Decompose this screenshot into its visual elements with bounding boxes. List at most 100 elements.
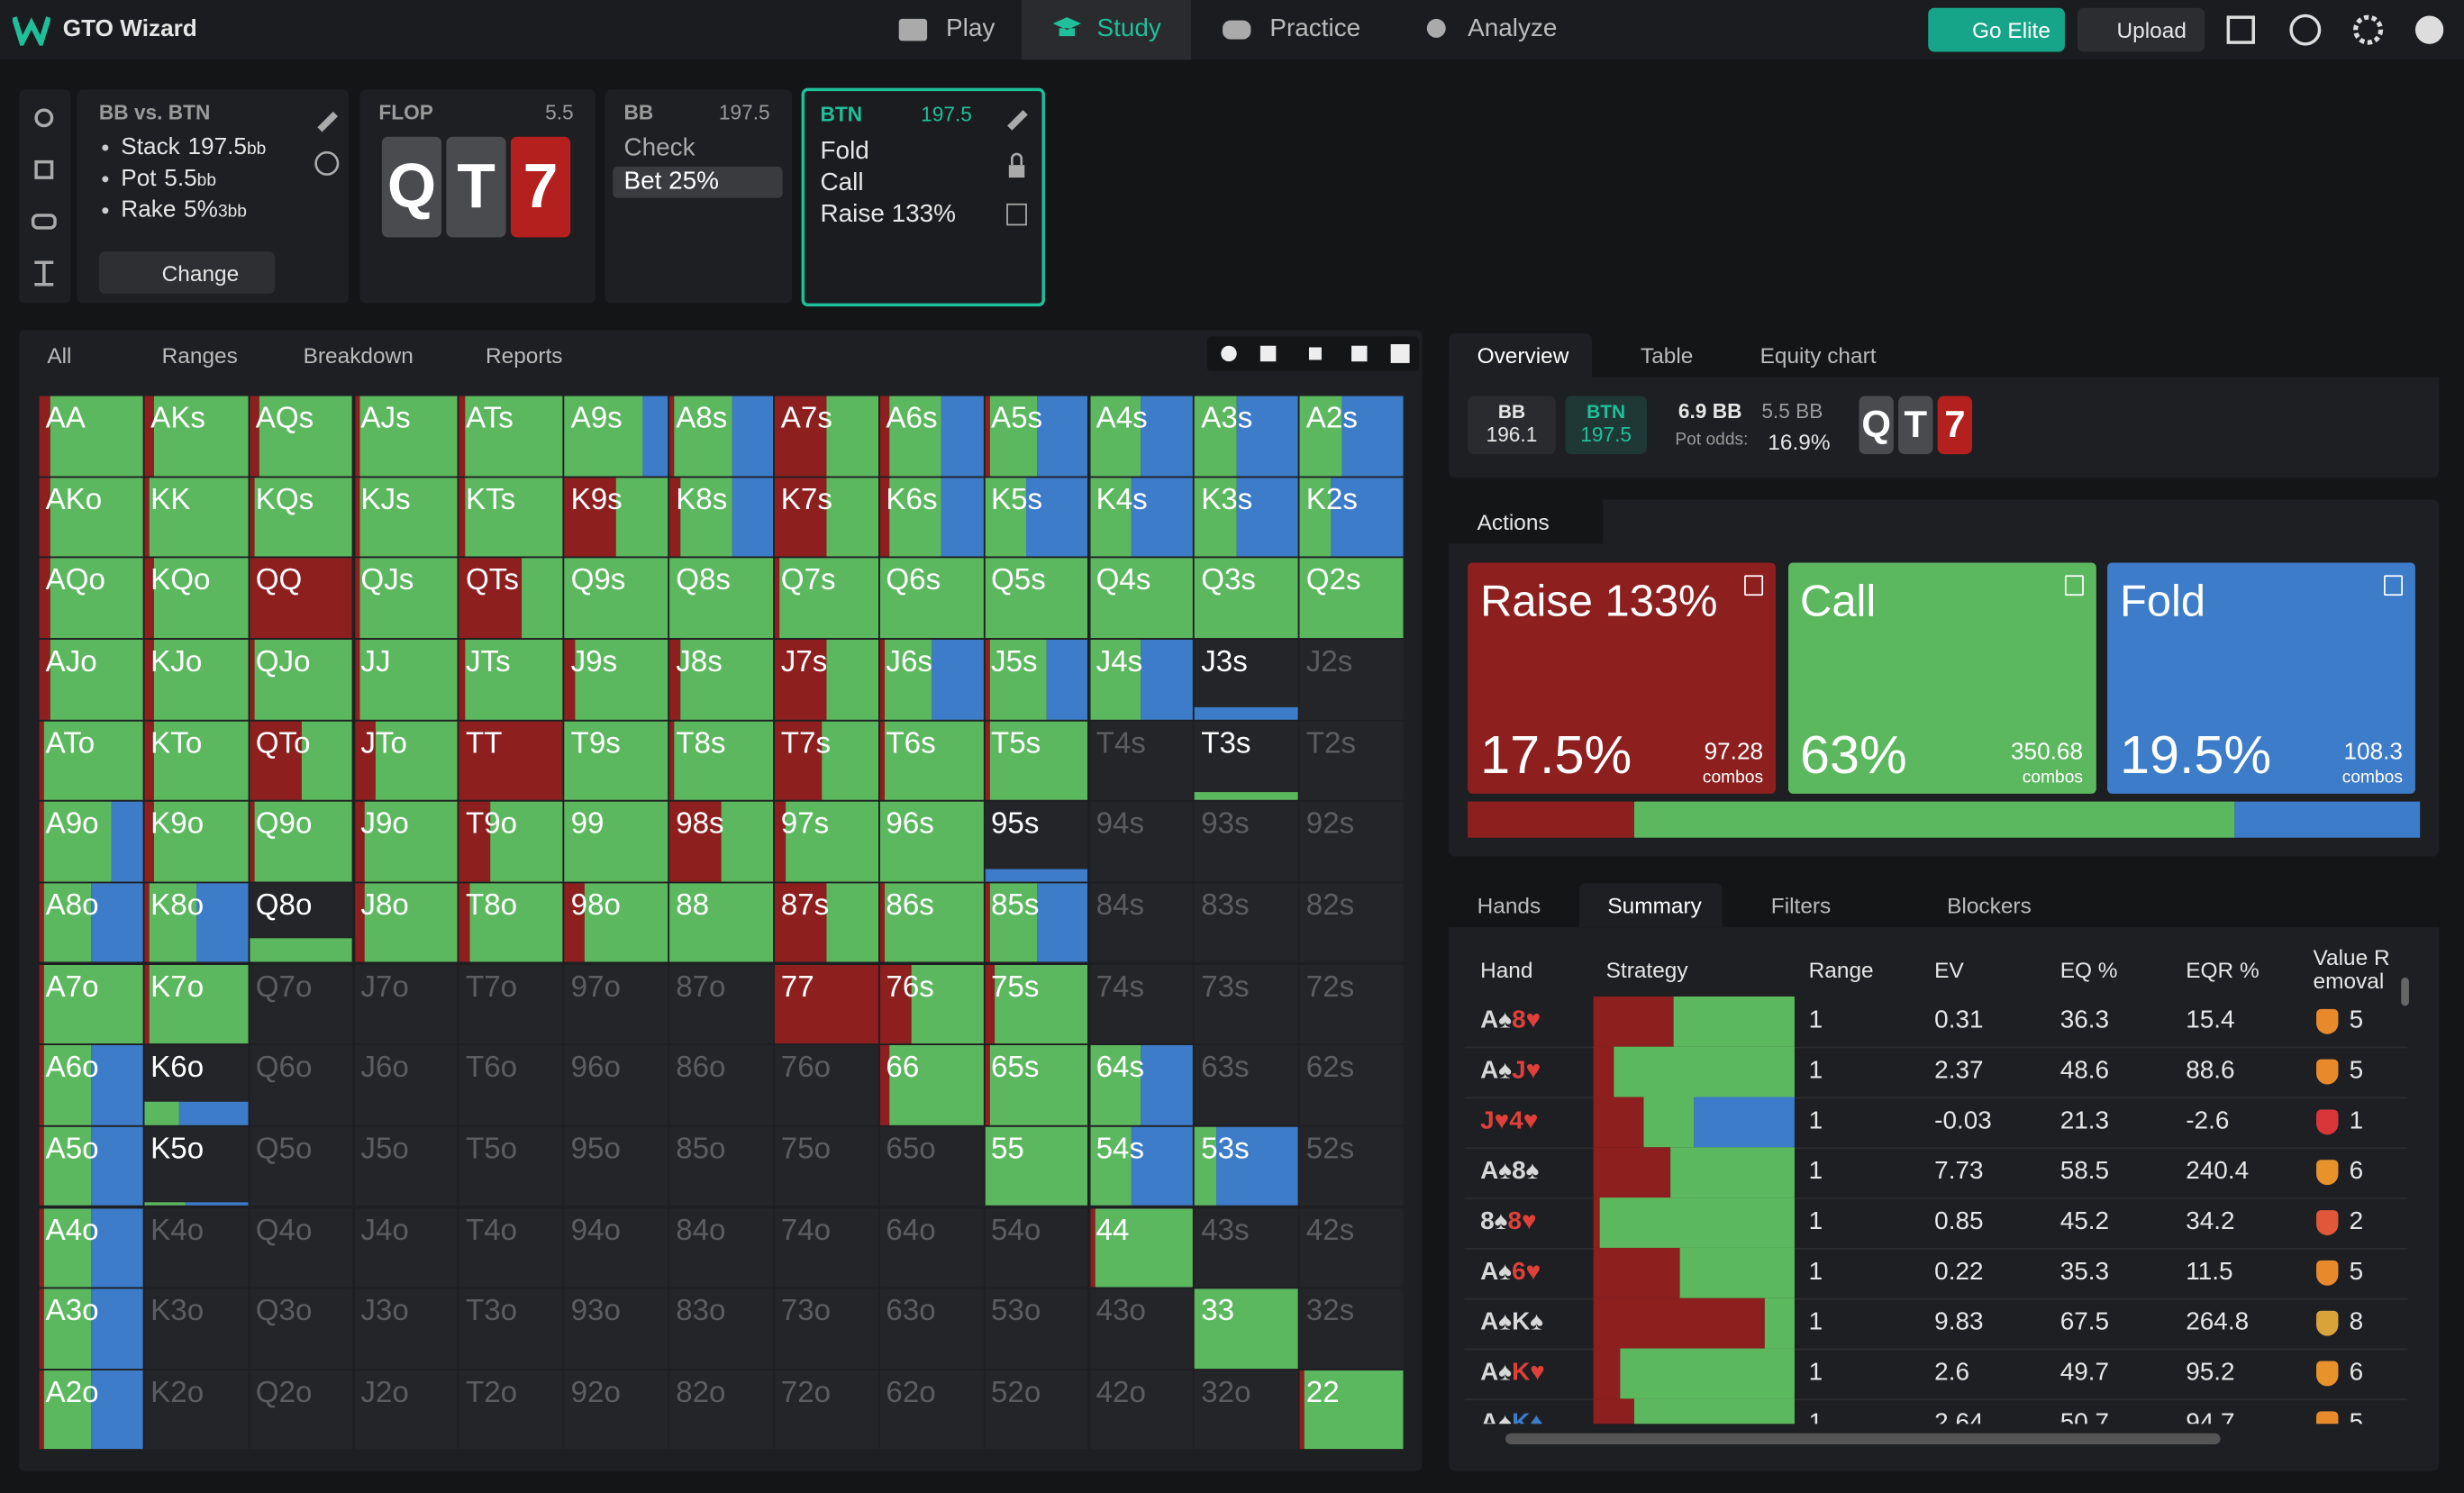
hand-cell[interactable]: 65s <box>985 1045 1088 1125</box>
hand-cell[interactable]: Q4s <box>1089 558 1194 638</box>
hand-cell[interactable]: Q3s <box>1195 558 1299 638</box>
hand-cell[interactable]: J6o <box>354 1045 459 1125</box>
actions-tab[interactable]: Actions <box>1449 499 1604 544</box>
hand-cell[interactable]: QTs <box>459 558 563 638</box>
hand-cell[interactable]: K3s <box>1195 477 1299 557</box>
hand-cell[interactable]: T7s <box>774 720 878 801</box>
hand-cell[interactable]: A9s <box>564 396 668 476</box>
hand-cell[interactable]: 74o <box>774 1207 878 1288</box>
hand-cell[interactable]: K4o <box>144 1207 248 1288</box>
change-button[interactable]: Change <box>98 251 276 295</box>
hand-cell[interactable]: QTo <box>249 720 353 801</box>
hand-cell[interactable]: A7o <box>39 964 143 1044</box>
hand-cell[interactable]: A6o <box>39 1045 143 1125</box>
hand-cell[interactable]: K4s <box>1089 477 1194 557</box>
hand-cell[interactable]: 33 <box>1195 1288 1299 1369</box>
nav-item[interactable]: Play <box>946 15 996 43</box>
hand-cell[interactable]: 62o <box>879 1370 984 1450</box>
table-row[interactable]: A♠K♠ 1 9.83 67.5 264.8 8 <box>1464 1297 2408 1351</box>
hand-cell[interactable]: QQ <box>249 558 353 638</box>
upload-button[interactable]: Upload <box>2077 7 2205 52</box>
hand-cell[interactable]: 53s <box>1195 1126 1299 1206</box>
hand-cell[interactable]: 54o <box>985 1207 1088 1288</box>
hand-cell[interactable]: A5o <box>39 1126 143 1206</box>
tab[interactable]: Table <box>1641 342 1694 369</box>
table-row[interactable]: A♠J♥ 1 2.37 48.6 88.6 5 <box>1464 1046 2408 1099</box>
hand-cell[interactable]: T2o <box>459 1370 563 1450</box>
hand-cell[interactable]: 94o <box>564 1207 668 1288</box>
hand-cell[interactable]: J8s <box>669 639 773 720</box>
hand-cell[interactable]: T6o <box>459 1045 563 1125</box>
hand-cell[interactable]: QJo <box>249 639 353 720</box>
tab[interactable]: Hands <box>1477 892 1541 918</box>
hand-cell[interactable]: 72s <box>1299 964 1404 1044</box>
hand-cell[interactable]: T5o <box>459 1126 563 1206</box>
hand-cell[interactable]: K3o <box>144 1288 248 1369</box>
hand-cell[interactable]: 77 <box>774 964 878 1044</box>
hand-cell[interactable]: AKo <box>39 477 143 557</box>
hand-cell[interactable]: TT <box>459 720 563 801</box>
hand-cell[interactable]: K2s <box>1299 477 1404 557</box>
hand-cell[interactable]: 55 <box>985 1126 1088 1206</box>
hand-cell[interactable]: Q7s <box>774 558 878 638</box>
nav-item[interactable]: Analyze <box>1468 15 1558 43</box>
hand-cell[interactable]: J9o <box>354 802 459 882</box>
hand-cell[interactable]: 83s <box>1195 883 1299 963</box>
nav-item[interactable]: Practice <box>1269 15 1361 43</box>
btn-action[interactable]: Raise 133% <box>820 201 957 228</box>
scrollbar-v[interactable] <box>2401 977 2409 1006</box>
hand-cell[interactable]: KK <box>144 477 248 557</box>
hand-cell[interactable]: 43o <box>1089 1288 1194 1369</box>
hand-cell[interactable]: 92s <box>1299 802 1404 882</box>
hand-cell[interactable]: 66 <box>879 1045 984 1125</box>
hand-cell[interactable]: 99 <box>564 802 668 882</box>
hand-cell[interactable]: Q8o <box>249 883 353 963</box>
hand-cell[interactable]: QJs <box>354 558 459 638</box>
hand-cell[interactable]: J4s <box>1089 639 1194 720</box>
tab[interactable]: Reports <box>485 342 563 369</box>
hand-cell[interactable]: T9o <box>459 802 563 882</box>
hand-cell[interactable]: K2o <box>144 1370 248 1450</box>
tab[interactable]: Blockers <box>1947 892 2032 918</box>
hand-cell[interactable]: 98s <box>669 802 773 882</box>
hand-cell[interactable]: A2o <box>39 1370 143 1450</box>
hand-cell[interactable]: Q9s <box>564 558 668 638</box>
hand-cell[interactable]: T7o <box>459 964 563 1044</box>
hand-cell[interactable]: 64o <box>879 1207 984 1288</box>
hand-cell[interactable]: Q2s <box>1299 558 1404 638</box>
hand-cell[interactable]: Q5s <box>985 558 1088 638</box>
hand-cell[interactable]: 93o <box>564 1288 668 1369</box>
hand-cell[interactable]: Q9o <box>249 802 353 882</box>
hand-cell[interactable]: JJ <box>354 639 459 720</box>
hand-cell[interactable]: 22 <box>1299 1370 1404 1450</box>
table-row[interactable]: A♠8♥ 1 0.31 36.3 15.4 5 <box>1464 996 2408 1049</box>
hand-cell[interactable]: K7o <box>144 964 248 1044</box>
hand-cell[interactable]: 82o <box>669 1370 773 1450</box>
hand-cell[interactable]: 54s <box>1089 1126 1194 1206</box>
hand-cell[interactable]: KTs <box>459 477 563 557</box>
hand-cell[interactable]: AJo <box>39 639 143 720</box>
header-icons[interactable] <box>2223 13 2444 47</box>
hand-cell[interactable]: T8o <box>459 883 563 963</box>
btn-action[interactable]: Fold <box>820 138 869 166</box>
hand-cell[interactable]: T4o <box>459 1207 563 1288</box>
hand-cell[interactable]: 83o <box>669 1288 773 1369</box>
hand-cell[interactable]: KQs <box>249 477 353 557</box>
btn-icons[interactable] <box>1003 104 1031 230</box>
hand-cell[interactable]: K5s <box>985 477 1088 557</box>
hand-cell[interactable]: A8s <box>669 396 773 476</box>
hand-cell[interactable]: Q6o <box>249 1045 353 1125</box>
hand-cell[interactable]: K9s <box>564 477 668 557</box>
hand-cell[interactable]: 94s <box>1089 802 1194 882</box>
hand-cell[interactable]: T4s <box>1089 720 1194 801</box>
tab[interactable]: Overview <box>1477 342 1569 369</box>
hand-cell[interactable]: 95o <box>564 1126 668 1206</box>
action-card[interactable]: Fold 19.5% 108.3 combos <box>2107 562 2415 794</box>
action-card[interactable]: Raise 133% 17.5% 97.28 combos <box>1468 562 1777 794</box>
hand-cell[interactable]: 84s <box>1089 883 1194 963</box>
hand-cell[interactable]: KJs <box>354 477 459 557</box>
hand-cell[interactable]: 42s <box>1299 1207 1404 1288</box>
hand-cell[interactable]: 74s <box>1089 964 1194 1044</box>
hand-cell[interactable]: J5s <box>985 639 1088 720</box>
hand-cell[interactable]: A3o <box>39 1288 143 1369</box>
